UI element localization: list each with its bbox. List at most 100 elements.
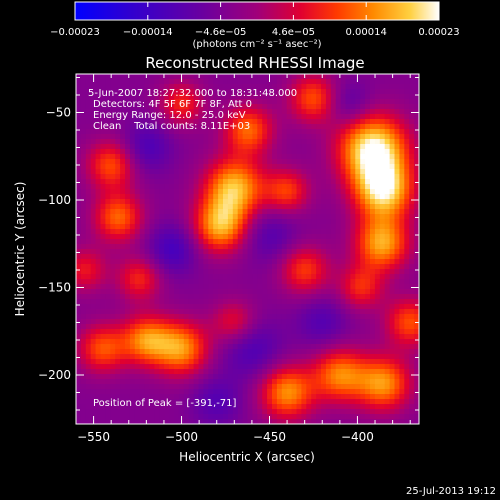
heatmap-cell: [100, 264, 106, 270]
heatmap-cell: [139, 329, 146, 335]
heatmap-cell: [301, 149, 307, 155]
heatmap-cell: [85, 274, 92, 280]
heatmap-cell: [129, 74, 136, 80]
heatmap-cell: [208, 149, 214, 155]
heatmap-cell: [129, 169, 136, 175]
heatmap-cell: [120, 124, 126, 130]
heatmap-cell: [100, 84, 106, 90]
heatmap-cell: [139, 164, 146, 170]
heatmap-cell: [213, 149, 219, 155]
heatmap-cell: [95, 134, 102, 140]
heatmap-cell: [247, 294, 253, 300]
heatmap-cell: [247, 154, 253, 160]
heatmap-cell: [340, 294, 347, 300]
heatmap-cell: [95, 209, 102, 215]
heatmap-cell: [306, 159, 312, 165]
heatmap-cell: [193, 249, 200, 255]
heatmap-cell: [365, 304, 371, 310]
heatmap-cell: [389, 359, 396, 365]
heatmap-cell: [257, 374, 263, 380]
heatmap-cell: [105, 94, 111, 100]
heatmap-cell: [345, 284, 351, 290]
heatmap-cell: [325, 294, 332, 300]
heatmap-cell: [345, 314, 351, 320]
heatmap-cell: [389, 239, 396, 245]
heatmap-cell: [76, 404, 82, 410]
heatmap-cell: [325, 389, 332, 395]
heatmap-cell: [409, 269, 415, 275]
heatmap-cell: [76, 199, 82, 205]
heatmap-cell: [208, 409, 214, 415]
heatmap-cell: [100, 224, 106, 230]
heatmap-cell: [379, 259, 386, 265]
heatmap-cell: [291, 94, 298, 100]
heatmap-cell: [384, 309, 391, 315]
heatmap-cell: [321, 109, 327, 115]
heatmap-cell: [154, 99, 160, 105]
heatmap-cell: [164, 219, 170, 225]
heatmap-cell: [223, 369, 229, 375]
heatmap-cell: [360, 159, 366, 165]
heatmap-cell: [95, 94, 102, 100]
heatmap-cell: [164, 384, 170, 390]
heatmap-cell: [227, 314, 234, 320]
heatmap-cell: [409, 389, 415, 395]
heatmap-cell: [291, 309, 298, 315]
heatmap-cell: [409, 399, 415, 405]
heatmap-cell: [281, 409, 288, 415]
heatmap-cell: [237, 179, 244, 185]
heatmap-cell: [409, 309, 415, 315]
heatmap-cell: [316, 239, 322, 245]
heatmap-cell: [365, 224, 371, 230]
heatmap-cell: [169, 404, 175, 410]
heatmap-cell: [154, 149, 160, 155]
heatmap-cell: [257, 124, 263, 130]
heatmap-cell: [394, 239, 400, 245]
heatmap-cell: [350, 284, 356, 290]
heatmap-cell: [345, 89, 351, 95]
heatmap-cell: [125, 209, 131, 215]
heatmap-cell: [281, 209, 288, 215]
heatmap-cell: [139, 379, 146, 385]
heatmap-cell: [330, 119, 337, 125]
heatmap-cell: [169, 239, 175, 245]
heatmap-cell: [188, 269, 195, 275]
heatmap-cell: [311, 119, 317, 125]
heatmap-cell: [105, 114, 111, 120]
heatmap-cell: [198, 374, 204, 380]
heatmap-cell: [169, 339, 175, 345]
heatmap-cell: [267, 304, 273, 310]
heatmap-cell: [223, 304, 229, 310]
heatmap-cell: [227, 229, 234, 235]
heatmap-cell: [345, 404, 351, 410]
heatmap-cell: [321, 169, 327, 175]
heatmap-cell: [276, 309, 283, 315]
heatmap-cell: [80, 324, 87, 330]
heatmap-cell: [154, 419, 160, 424]
heatmap-cell: [100, 219, 106, 225]
heatmap-cell: [252, 269, 258, 275]
heatmap-cell: [272, 304, 278, 310]
heatmap-cell: [125, 314, 131, 320]
heatmap-cell: [355, 259, 361, 265]
heatmap-cell: [198, 99, 204, 105]
heatmap-cell: [100, 99, 106, 105]
heatmap-cell: [208, 224, 214, 230]
heatmap-cell: [218, 84, 224, 90]
heatmap-cell: [223, 239, 229, 245]
heatmap-cell: [164, 79, 170, 85]
heatmap-cell: [267, 384, 273, 390]
heatmap-cell: [76, 294, 82, 300]
heatmap-cell: [154, 399, 160, 405]
heatmap-cell: [169, 354, 175, 360]
heatmap-cell: [394, 369, 400, 375]
heatmap-cell: [262, 404, 268, 410]
heatmap-cell: [159, 169, 165, 175]
heatmap-cell: [159, 199, 165, 205]
heatmap-cell: [252, 279, 258, 285]
heatmap-cell: [85, 279, 92, 285]
heatmap-cell: [330, 204, 337, 210]
heatmap-cell: [399, 374, 405, 380]
heatmap-cell: [399, 129, 405, 135]
heatmap-cell: [276, 289, 283, 295]
